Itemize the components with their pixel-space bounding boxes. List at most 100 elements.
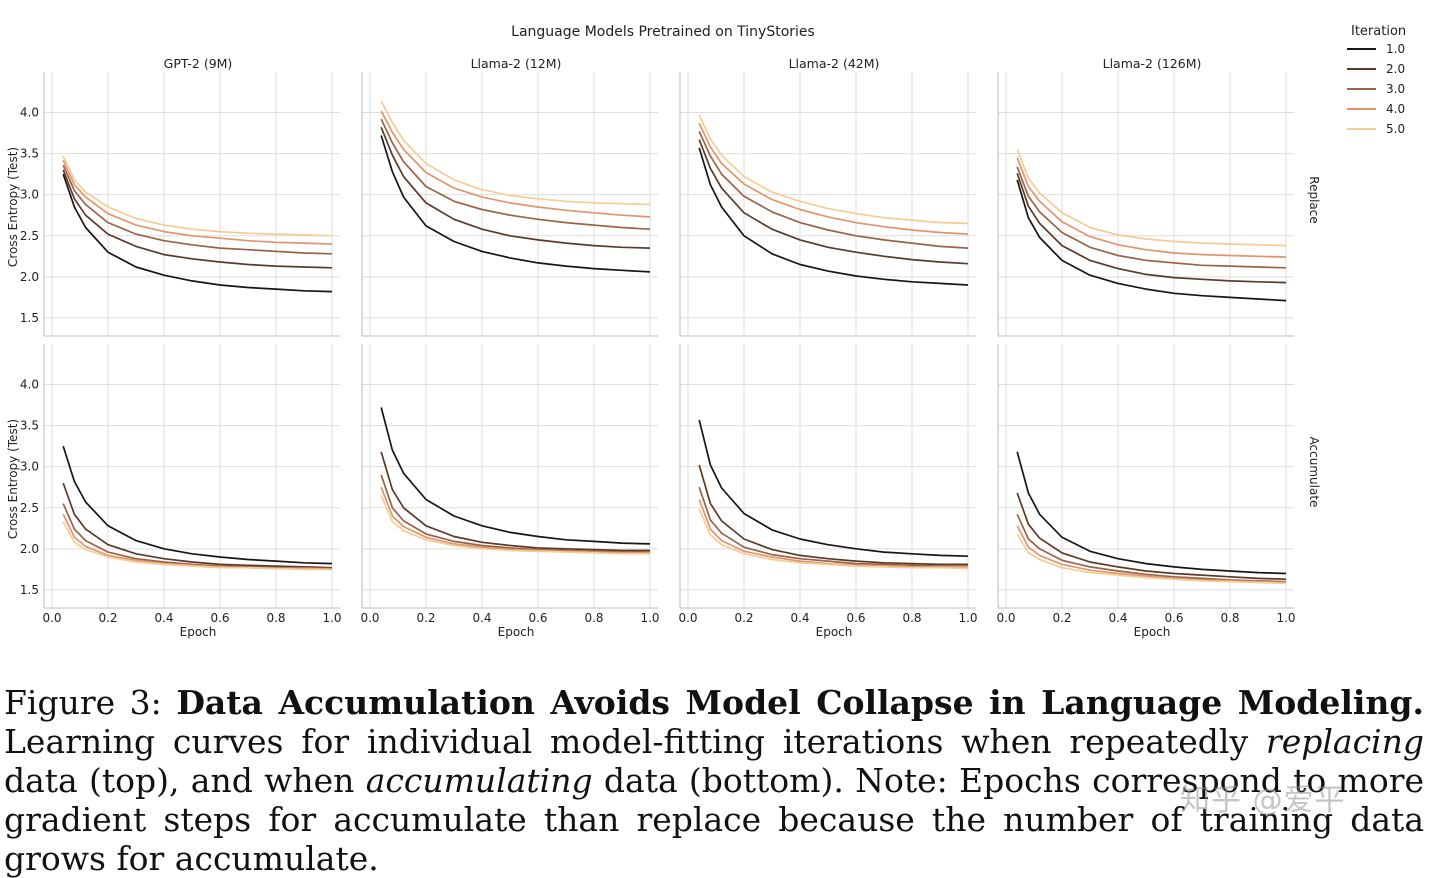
figure-canvas: Language Models Pretrained on TinyStorie… bbox=[6, 24, 1406, 639]
x-tick-label: 0.4 bbox=[154, 611, 173, 625]
series-line-iteration-5.0 bbox=[62, 155, 333, 237]
x-tick-label: 0.2 bbox=[1052, 611, 1071, 625]
series-line-iteration-4.0 bbox=[62, 159, 333, 245]
panel-0-2: Llama-2 (42M) bbox=[679, 56, 976, 337]
series-line-iteration-1.0 bbox=[380, 135, 651, 273]
panel-background bbox=[362, 344, 658, 608]
x-tick-label: 0.6 bbox=[1164, 611, 1183, 625]
x-axis-label: Epoch bbox=[498, 625, 535, 639]
series-line-iteration-1.0 bbox=[62, 445, 333, 565]
caption-text-2: data (top), and when bbox=[4, 761, 355, 800]
x-tick-label: 0.8 bbox=[266, 611, 285, 625]
y-axis-label: Cross Entropy (Test) bbox=[6, 147, 20, 267]
series-line-iteration-3.0 bbox=[1016, 513, 1287, 583]
x-tick-label: 0.8 bbox=[1220, 611, 1239, 625]
series-line-iteration-5.0 bbox=[1016, 149, 1287, 247]
x-tick-label: 0.8 bbox=[902, 611, 921, 625]
x-tick-label: 1.0 bbox=[958, 611, 977, 625]
row-label: Replace bbox=[1307, 176, 1321, 223]
x-tick-label: 0.6 bbox=[210, 611, 229, 625]
legend-label-5.0: 5.0 bbox=[1386, 122, 1405, 136]
y-tick-label: 4.0 bbox=[20, 106, 39, 120]
x-tick-label: 1.0 bbox=[322, 611, 341, 625]
y-tick-label: 2.0 bbox=[20, 270, 39, 284]
y-tick-label: 3.5 bbox=[20, 147, 39, 161]
y-tick-label: 2.5 bbox=[20, 501, 39, 515]
caption-title: Data Accumulation Avoids Model Collapse … bbox=[176, 683, 1424, 722]
series-line-iteration-5.0 bbox=[698, 114, 969, 225]
row-label: Accumulate bbox=[1307, 437, 1321, 508]
series-line-iteration-2.0 bbox=[62, 169, 333, 269]
y-tick-label: 1.5 bbox=[20, 583, 39, 597]
caption-em-2: accumulating bbox=[365, 761, 593, 800]
panel-1-3: 0.0 0.2 0.4 0.6 0.8 1.0 Epoch Accumulate bbox=[996, 344, 1321, 639]
legend: Iteration 1.0 2.0 3.0 4.0 5.0 bbox=[1347, 24, 1406, 136]
y-tick-label: 4.0 bbox=[20, 378, 39, 392]
series-line-iteration-1.0 bbox=[1016, 179, 1287, 302]
y-tick-label: 3.0 bbox=[20, 460, 39, 474]
caption-text-1: Learning curves for individual model-fit… bbox=[4, 722, 1249, 761]
x-tick-label: 0.6 bbox=[528, 611, 547, 625]
legend-label-2.0: 2.0 bbox=[1386, 62, 1405, 76]
series-line-iteration-2.0 bbox=[380, 451, 650, 552]
x-tick-label: 0.0 bbox=[996, 611, 1015, 625]
series-line-iteration-5.0 bbox=[62, 521, 332, 571]
series-line-iteration-5.0 bbox=[380, 495, 650, 555]
y-axis-label: Cross Entropy (Test) bbox=[6, 419, 20, 539]
panel-title: Llama-2 (126M) bbox=[1103, 56, 1202, 71]
panels: 1.5 2.0 2.5 3.0 3.5 4.0 Cross Entropy (Test) GP… bbox=[6, 56, 1321, 639]
series-line-iteration-2.0 bbox=[698, 464, 968, 566]
series-line-iteration-2.0 bbox=[1016, 173, 1287, 284]
caption-label: Figure 3: bbox=[4, 683, 162, 722]
legend-title: Iteration bbox=[1351, 24, 1406, 39]
y-tick-label: 1.5 bbox=[20, 311, 39, 325]
series-line-iteration-1.0 bbox=[62, 173, 333, 293]
x-tick-label: 0.2 bbox=[416, 611, 435, 625]
legend-label-1.0: 1.0 bbox=[1386, 42, 1405, 56]
series-line-iteration-1.0 bbox=[698, 419, 969, 558]
panel-background bbox=[998, 344, 1294, 608]
watermark: 知乎 @爱平 bbox=[1180, 783, 1346, 818]
panel-1-1: 0.0 0.2 0.4 0.6 0.8 1.0 Epoch bbox=[360, 344, 660, 639]
series-line-iteration-2.0 bbox=[380, 126, 651, 249]
x-tick-label: 0.4 bbox=[790, 611, 809, 625]
panel-title: Llama-2 (12M) bbox=[471, 56, 562, 71]
panel-1-0: 1.5 2.0 2.5 3.0 3.5 4.0 Cross Entropy (Test) 0.… bbox=[6, 344, 342, 639]
x-tick-label: 0.2 bbox=[98, 611, 117, 625]
x-tick-label: 0.6 bbox=[846, 611, 865, 625]
series-line-iteration-3.0 bbox=[698, 131, 969, 249]
y-tick-label: 3.5 bbox=[20, 419, 39, 433]
y-tick-label: 2.5 bbox=[20, 229, 39, 243]
panel-0-0: 1.5 2.0 2.5 3.0 3.5 4.0 Cross Entropy (Test) GP… bbox=[6, 56, 340, 337]
series-line-iteration-5.0 bbox=[698, 509, 969, 570]
x-axis-label: Epoch bbox=[816, 625, 853, 639]
caption-em-1: replacing bbox=[1265, 722, 1424, 761]
series-line-iteration-1.0 bbox=[698, 147, 969, 286]
legend-label-4.0: 4.0 bbox=[1386, 102, 1405, 116]
panel-background bbox=[44, 72, 340, 336]
legend-label-3.0: 3.0 bbox=[1386, 82, 1405, 96]
x-tick-label: 0.0 bbox=[360, 611, 379, 625]
panel-1-2: 0.0 0.2 0.4 0.6 0.8 1.0 Epoch bbox=[678, 344, 978, 639]
panel-background bbox=[998, 72, 1294, 336]
x-tick-label: 0.0 bbox=[678, 611, 697, 625]
series-line-iteration-3.0 bbox=[1016, 166, 1287, 269]
x-tick-label: 0.0 bbox=[42, 611, 61, 625]
x-tick-label: 0.2 bbox=[734, 611, 753, 625]
panel-title: GPT-2 (9M) bbox=[164, 56, 233, 71]
x-axis-label: Epoch bbox=[180, 625, 217, 639]
series-line-iteration-2.0 bbox=[698, 139, 969, 265]
series-line-iteration-2.0 bbox=[62, 482, 333, 569]
x-tick-label: 0.4 bbox=[472, 611, 491, 625]
y-tick-label: 2.0 bbox=[20, 542, 39, 556]
panel-background bbox=[680, 72, 976, 336]
x-tick-label: 0.4 bbox=[1108, 611, 1127, 625]
figure-title: Language Models Pretrained on TinyStorie… bbox=[511, 24, 815, 40]
series-line-iteration-3.0 bbox=[698, 486, 968, 567]
x-tick-label: 0.8 bbox=[584, 611, 603, 625]
x-tick-label: 1.0 bbox=[640, 611, 659, 625]
series-line-iteration-4.0 bbox=[1016, 157, 1287, 258]
series-line-iteration-2.0 bbox=[1016, 492, 1287, 581]
series-line-iteration-4.0 bbox=[380, 110, 651, 218]
y-tick-label: 3.0 bbox=[20, 188, 39, 202]
